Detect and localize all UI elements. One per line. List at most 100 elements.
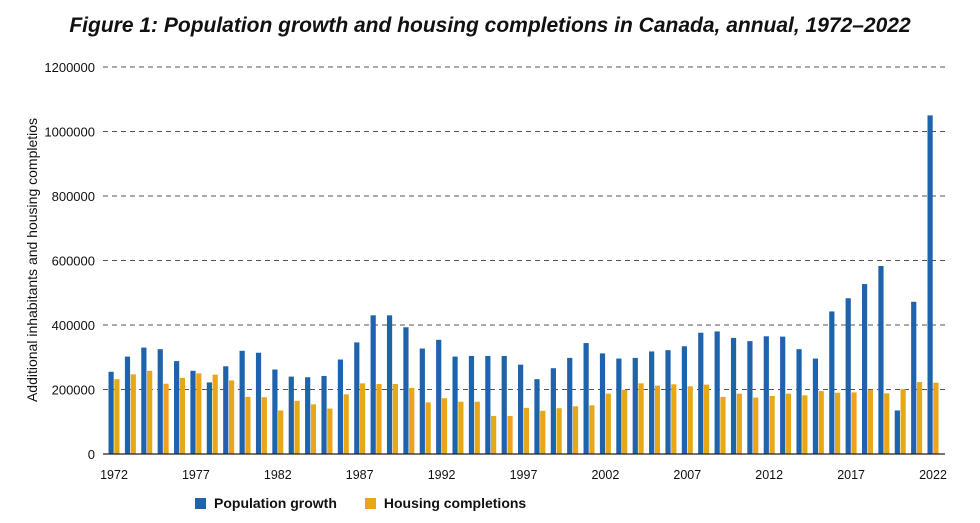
- bar-population-growth: [829, 311, 835, 454]
- bar-housing-completions: [589, 405, 595, 454]
- bar-population-growth: [698, 332, 704, 454]
- bar-housing-completions: [196, 373, 202, 454]
- bar-population-growth: [419, 348, 425, 454]
- bar-housing-completions: [163, 383, 169, 454]
- y-tick-label: 1200000: [44, 60, 95, 75]
- x-tick-label: 1982: [264, 468, 292, 482]
- bar-population-growth: [485, 355, 491, 454]
- bar-population-growth: [468, 355, 475, 454]
- y-tick-label: 1000000: [44, 125, 95, 140]
- bar-housing-completions: [147, 370, 153, 454]
- bar-population-growth: [583, 343, 589, 454]
- bar-population-growth: [223, 366, 229, 454]
- bar-housing-completions: [818, 391, 824, 454]
- x-tick-label: 2012: [755, 468, 783, 482]
- bar-population-growth: [911, 301, 917, 454]
- bar-housing-completions: [933, 382, 939, 454]
- bar-population-growth: [518, 364, 524, 454]
- x-tick-label: 2017: [837, 468, 865, 482]
- bar-population-growth: [174, 361, 180, 454]
- legend-label-housing: Housing completions: [383, 495, 527, 511]
- legend-label-population: Population growth: [214, 495, 337, 511]
- bar-population-growth: [796, 349, 802, 454]
- bar-housing-completions: [753, 397, 759, 454]
- bar-housing-completions: [556, 408, 562, 454]
- bar-population-growth: [812, 358, 819, 454]
- legend-swatch-housing: [364, 497, 376, 509]
- bar-housing-completions: [310, 404, 317, 454]
- bar-housing-completions: [572, 406, 579, 454]
- bar-housing-completions: [294, 400, 300, 454]
- bar-population-growth: [567, 357, 573, 454]
- bar-housing-completions: [130, 374, 136, 454]
- axes: 0 200000 400000 600000 800000 1000000 1200000 1…: [44, 60, 947, 482]
- bar-population-growth: [321, 375, 327, 454]
- bar-population-growth: [386, 315, 393, 454]
- x-tick-label: 2002: [591, 468, 619, 482]
- bar-housing-completions: [720, 396, 726, 454]
- legend-item-population: Population growth: [195, 495, 337, 511]
- bar-housing-completions: [769, 395, 775, 454]
- bar-population-growth: [780, 336, 786, 454]
- bar-housing-completions: [802, 395, 808, 454]
- y-tick-label: 800000: [52, 189, 95, 204]
- bar-housing-completions: [638, 383, 644, 454]
- x-tick-label: 1987: [346, 468, 374, 482]
- bar-housing-completions: [409, 387, 415, 454]
- grid-lines: [103, 66, 945, 390]
- bar-housing-completions: [179, 377, 186, 454]
- bar-housing-completions: [622, 389, 628, 454]
- bar-housing-completions: [671, 384, 677, 454]
- bar-housing-completions: [867, 389, 873, 454]
- x-tick-label: 1997: [510, 468, 538, 482]
- bar-housing-completions: [474, 401, 480, 454]
- bars: [108, 115, 939, 454]
- x-tick-label: 2007: [673, 468, 701, 482]
- y-tick-label: 200000: [52, 383, 95, 398]
- bar-population-growth: [337, 359, 344, 454]
- bar-population-growth: [255, 352, 262, 454]
- bar-population-growth: [239, 350, 245, 454]
- bar-housing-completions: [327, 408, 333, 454]
- bar-housing-completions: [114, 379, 120, 454]
- bar-population-growth: [206, 382, 212, 454]
- bar-population-growth: [845, 298, 851, 454]
- bar-housing-completions: [851, 392, 857, 454]
- bar-population-growth: [157, 349, 163, 454]
- bar-population-growth: [599, 353, 606, 454]
- bar-population-growth: [370, 315, 376, 454]
- bar-housing-completions: [687, 386, 693, 454]
- bar-population-growth: [354, 342, 360, 454]
- bar-housing-completions: [343, 394, 349, 454]
- x-tick-label: 1992: [428, 468, 456, 482]
- bar-population-growth: [927, 115, 933, 454]
- bar-housing-completions: [654, 385, 661, 454]
- bar-housing-completions: [360, 383, 366, 454]
- bar-housing-completions: [228, 380, 235, 454]
- bar-population-growth: [550, 368, 556, 454]
- bar-population-growth: [436, 339, 442, 454]
- bar-population-growth: [665, 350, 671, 454]
- bar-population-growth: [632, 357, 638, 454]
- y-tick-label: 400000: [52, 318, 95, 333]
- bar-housing-completions: [916, 382, 923, 454]
- legend-swatch-population: [195, 497, 206, 509]
- x-tick-label: 1972: [100, 468, 128, 482]
- bar-housing-completions: [507, 415, 513, 454]
- bar-population-growth: [861, 284, 868, 454]
- bar-population-growth: [403, 327, 409, 454]
- bar-population-growth: [616, 358, 622, 454]
- bar-population-growth: [190, 370, 196, 454]
- y-tick-label: 0: [88, 447, 95, 462]
- bar-population-growth: [730, 337, 737, 454]
- y-axis-label: Additional inhabitants and housing compl…: [24, 118, 40, 402]
- bar-population-growth: [272, 369, 278, 454]
- bar-population-growth: [747, 341, 753, 454]
- legend: Population growth Housing completions: [195, 495, 526, 511]
- bar-housing-completions: [491, 415, 497, 454]
- chart-title: Figure 1: Population growth and housing …: [69, 14, 911, 37]
- bar-housing-completions: [523, 407, 529, 454]
- chart-plot: 0 200000 400000 600000 800000 1000000 1200000 1…: [24, 60, 947, 482]
- bar-population-growth: [534, 379, 540, 454]
